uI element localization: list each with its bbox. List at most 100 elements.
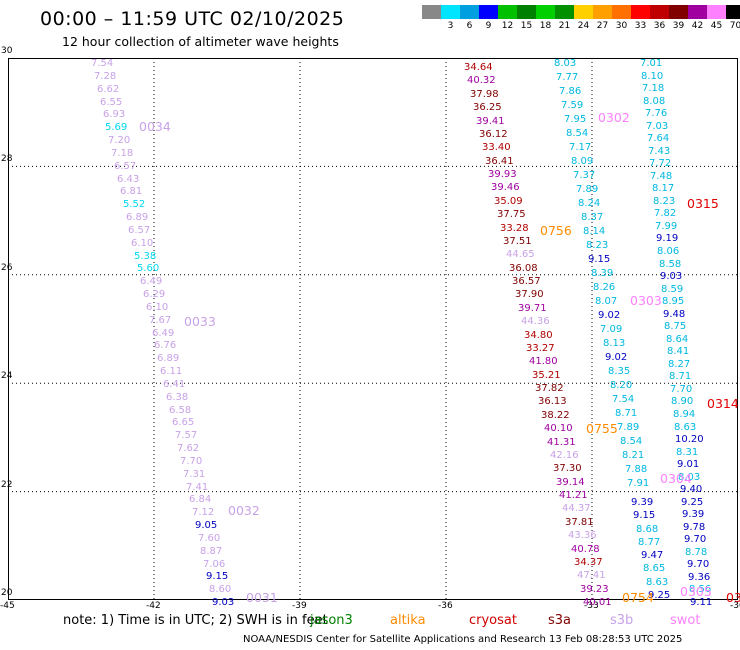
wave-height-value: 5.52 — [123, 199, 146, 210]
colorbar-tick-label: 27 — [596, 21, 609, 31]
wave-height-value: 7.70 — [180, 456, 203, 467]
wave-height-value: 7.20 — [108, 135, 131, 146]
wave-height-value: 6.55 — [100, 97, 123, 108]
wave-height-value: 37.81 — [565, 517, 594, 528]
wave-height-value: 9.19 — [656, 233, 679, 244]
wave-height-value: 40.32 — [467, 75, 496, 86]
wave-height-value: 41.21 — [559, 490, 588, 501]
wave-height-value: 8.90 — [671, 396, 694, 407]
wave-height-value: 9.03 — [660, 271, 683, 282]
legend-satellite-cryosat: cryosat — [469, 613, 517, 628]
wave-height-value: 10.20 — [675, 434, 704, 445]
wave-height-value: 33.28 — [500, 223, 529, 234]
wave-height-value: 8.78 — [685, 547, 708, 558]
wave-height-value: 6.58 — [169, 405, 192, 416]
colorbar-tick-label: 39 — [672, 21, 685, 31]
wave-height-value: 7.01 — [640, 58, 663, 69]
wave-height-value: 7.91 — [627, 478, 650, 489]
wave-height-value: 7.60 — [198, 533, 221, 544]
legend-satellite-altika: altika — [390, 613, 426, 628]
colorbar-swatch — [688, 5, 707, 19]
wave-height-value: 7.59 — [561, 100, 584, 111]
note-text: note: 1) Time is in UTC; 2) SWH is in fe… — [63, 613, 328, 628]
colorbar-swatch — [650, 5, 669, 19]
wave-height-value: 7.41 — [186, 482, 209, 493]
wave-height-value: 39.23 — [580, 584, 609, 595]
wave-height-value: 43.36 — [568, 530, 597, 541]
colorbar-swatch — [707, 5, 726, 19]
pass-number-label: 0032 — [228, 503, 260, 518]
wave-height-value: 36.08 — [509, 263, 538, 274]
wave-height-value: 8.54 — [566, 128, 589, 139]
wave-height-value: 8.68 — [636, 524, 659, 535]
wave-height-value: 7.72 — [649, 158, 672, 169]
colorbar-swatch — [593, 5, 612, 19]
chart-title: 00:00 – 11:59 UTC 02/10/2025 — [40, 8, 345, 30]
wave-height-value: 40.78 — [571, 544, 600, 555]
wave-height-value: 6.84 — [189, 494, 212, 505]
wave-height-value: 9.39 — [631, 497, 654, 508]
pass-number-label: 0304 — [660, 471, 692, 486]
wave-height-value: 39.14 — [556, 477, 585, 488]
wave-height-value: 7.54 — [91, 58, 114, 69]
wave-height-value: 9.48 — [663, 309, 686, 320]
colorbar-swatch — [460, 5, 479, 19]
wave-height-value: 9.25 — [681, 497, 704, 508]
wave-height-value: 39.93 — [488, 169, 517, 180]
wave-height-value: 8.27 — [668, 359, 691, 370]
pass-number-label: 0756 — [540, 223, 572, 238]
colorbar-swatch — [612, 5, 631, 19]
wave-height-value: 8.06 — [657, 246, 680, 257]
wave-height-value: 9.15 — [206, 571, 229, 582]
colorbar-tick-label: 33 — [634, 21, 647, 31]
wave-height-value: 40.01 — [583, 597, 612, 608]
wave-height-value: 8.35 — [608, 366, 631, 377]
wave-height-value: 8.23 — [653, 196, 676, 207]
wave-height-value: 9.47 — [641, 550, 664, 561]
wave-height-value: 7.28 — [94, 71, 117, 82]
wave-height-value: 8.03 — [554, 58, 577, 69]
wave-height-value: 6.38 — [166, 392, 189, 403]
wave-height-value: 37.90 — [515, 289, 544, 300]
pass-number-label: 0302 — [598, 110, 630, 125]
pass-number-label: 0031 — [246, 590, 278, 605]
wave-height-value: 6.76 — [154, 340, 177, 351]
wave-height-value: 9.40 — [680, 484, 703, 495]
map-frame — [8, 58, 738, 600]
wave-height-value: 33.27 — [526, 343, 555, 354]
wave-height-value: 7.67 — [149, 315, 172, 326]
wave-height-value: 8.07 — [595, 296, 618, 307]
wave-height-value: 5.60 — [137, 263, 160, 274]
wave-height-value: 37.75 — [497, 209, 526, 220]
wave-height-value: 6.41 — [163, 379, 186, 390]
colorbar-swatch — [517, 5, 536, 19]
pass-number-label: 0314 — [707, 396, 739, 411]
longitude-tick-label: -42 — [146, 601, 161, 611]
wave-height-value: 8.59 — [661, 284, 684, 295]
pass-number-label: 0305 — [680, 584, 712, 599]
wave-height-value: 7.70 — [670, 384, 693, 395]
wave-height-value: 6.49 — [152, 328, 175, 339]
wave-height-value: 8.17 — [652, 183, 675, 194]
wave-height-value: 8.08 — [643, 96, 666, 107]
colorbar-tick-label: 45 — [710, 21, 723, 31]
wave-height-value: 6.65 — [172, 417, 195, 428]
colorbar-swatch — [441, 5, 460, 19]
legend-satellite-s3a: s3a — [548, 613, 572, 628]
wave-height-value: 37.51 — [503, 236, 532, 247]
pass-number-label: 0033 — [184, 314, 216, 329]
colorbar-tick-label: 12 — [501, 21, 514, 31]
wave-height-value: 7.48 — [650, 171, 673, 182]
wave-height-value: 35.21 — [532, 370, 561, 381]
wave-height-value: 7.88 — [625, 464, 648, 475]
wave-height-value: 8.94 — [673, 409, 696, 420]
colorbar-tick-label: 15 — [520, 21, 533, 31]
latitude-tick-label: 26 — [1, 262, 13, 273]
wave-height-value: 34.80 — [524, 330, 553, 341]
wave-height-value: 8.13 — [603, 338, 626, 349]
wave-height-value: 8.26 — [593, 282, 616, 293]
wave-height-value: 7.18 — [642, 83, 665, 94]
wave-height-value: 9.15 — [633, 510, 656, 521]
colorbar-tick-label: 24 — [577, 21, 590, 31]
wave-height-value: 36.12 — [479, 129, 508, 140]
